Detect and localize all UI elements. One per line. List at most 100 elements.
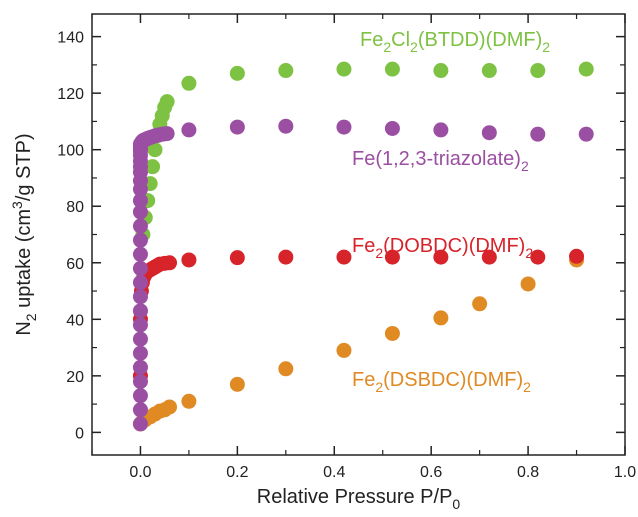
data-point — [132, 374, 148, 389]
y-tick-label: 80 — [66, 199, 84, 216]
data-point — [145, 159, 161, 175]
data-point — [132, 331, 148, 347]
data-point — [384, 120, 400, 136]
data-point — [162, 399, 178, 415]
label-text: Fe — [352, 369, 375, 391]
data-point — [336, 342, 352, 358]
series-1-points — [132, 248, 585, 384]
data-point — [132, 416, 148, 432]
y-axis-title-mid: uptake (cm — [13, 209, 35, 313]
series-label-1: Fe2(DOBDC)(DMF)2 — [352, 235, 533, 261]
x-tick-label: 0.4 — [323, 464, 345, 481]
data-point — [433, 63, 449, 79]
label-subscript: 2 — [375, 245, 383, 261]
data-point — [472, 296, 488, 312]
x-axis-ticks: 0.0 0.2 0.4 0.6 0.8 1.0 — [91, 14, 636, 481]
x-tick-label: 0.8 — [517, 464, 539, 481]
data-point — [132, 402, 148, 418]
data-point — [433, 310, 449, 326]
data-points — [132, 61, 594, 432]
data-point — [578, 61, 594, 77]
data-point — [132, 193, 148, 209]
data-point — [132, 260, 148, 276]
label-text: (DSBDC)(DMF) — [383, 369, 523, 391]
data-point — [132, 289, 148, 305]
data-point — [336, 119, 352, 135]
series-0-points — [132, 252, 585, 432]
label-text: (DOBDC)(DMF) — [383, 235, 525, 257]
series-3-points — [132, 118, 594, 432]
data-point — [132, 317, 148, 333]
label-text: Cl — [391, 29, 410, 51]
data-point — [132, 275, 148, 291]
data-point — [159, 94, 175, 110]
x-tick-label: 0.0 — [129, 464, 151, 481]
y-tick-label: 20 — [66, 369, 84, 386]
x-tick-label: 1.0 — [614, 464, 636, 481]
x-tick-label: 0.6 — [420, 464, 442, 481]
label-subscript: 2 — [542, 39, 550, 55]
data-point — [147, 142, 163, 158]
data-point — [278, 361, 294, 377]
data-point — [132, 218, 148, 234]
series-labels: Fe2(DSBDC)(DMF)2Fe2(DOBDC)(DMF)2Fe2Cl2(B… — [352, 29, 550, 395]
label-text: Fe — [360, 29, 383, 51]
data-point — [132, 345, 148, 361]
data-point — [569, 248, 585, 264]
y-axis-title: N2 uptake (cm3/g STP) — [9, 133, 39, 335]
data-point — [132, 388, 148, 404]
data-point — [132, 246, 148, 262]
y-tick-label: 40 — [66, 312, 84, 329]
data-point — [278, 249, 294, 265]
data-point — [132, 232, 148, 248]
data-point — [530, 63, 546, 79]
x-axis-title-subscript: 0 — [452, 496, 460, 512]
data-point — [481, 125, 497, 141]
data-point — [181, 75, 197, 91]
data-point — [162, 255, 178, 271]
label-subscript: 2 — [410, 39, 418, 55]
label-subscript: 2 — [383, 39, 391, 55]
label-subscript: 2 — [521, 158, 529, 174]
y-axis-title-pre: N — [13, 321, 35, 335]
data-point — [229, 250, 245, 266]
data-point — [520, 276, 536, 292]
label-text: Fe — [352, 235, 375, 257]
data-point — [481, 249, 497, 265]
y-axis-title-sub: 2 — [23, 313, 39, 321]
data-point — [181, 122, 197, 138]
data-point — [481, 63, 497, 79]
data-point — [132, 303, 148, 319]
x-axis-title-main: Relative Pressure P/P — [257, 486, 453, 508]
data-point — [229, 65, 245, 81]
data-point — [132, 204, 148, 220]
data-point — [433, 249, 449, 265]
label-subscript: 2 — [375, 379, 383, 395]
label-text: Fe(1,2,3-triazolate) — [352, 148, 521, 170]
data-point — [336, 249, 352, 265]
y-tick-label: 60 — [66, 256, 84, 273]
y-tick-label: 100 — [57, 143, 84, 160]
data-point — [336, 61, 352, 77]
x-axis-title: Relative Pressure P/P0 — [257, 486, 461, 512]
data-point — [229, 119, 245, 135]
data-point — [384, 61, 400, 77]
label-subscript: 2 — [525, 245, 533, 261]
y-axis-title-sup: 3 — [9, 201, 25, 209]
series-label-2: Fe2Cl2(BTDD)(DMF)2 — [360, 29, 550, 55]
data-point — [278, 63, 294, 79]
label-subscript: 2 — [523, 379, 531, 395]
data-point — [530, 249, 546, 265]
series-label-0: Fe2(DSBDC)(DMF)2 — [352, 369, 531, 395]
data-point — [530, 126, 546, 142]
y-axis-title-post: /g STP) — [13, 133, 35, 201]
data-point — [578, 126, 594, 142]
data-point — [433, 122, 449, 138]
x-tick-label: 0.2 — [226, 464, 248, 481]
y-tick-label: 120 — [57, 86, 84, 103]
data-point — [384, 325, 400, 341]
y-tick-label: 140 — [57, 30, 84, 47]
label-text: (BTDD)(DMF) — [418, 29, 542, 51]
data-point — [132, 359, 148, 375]
